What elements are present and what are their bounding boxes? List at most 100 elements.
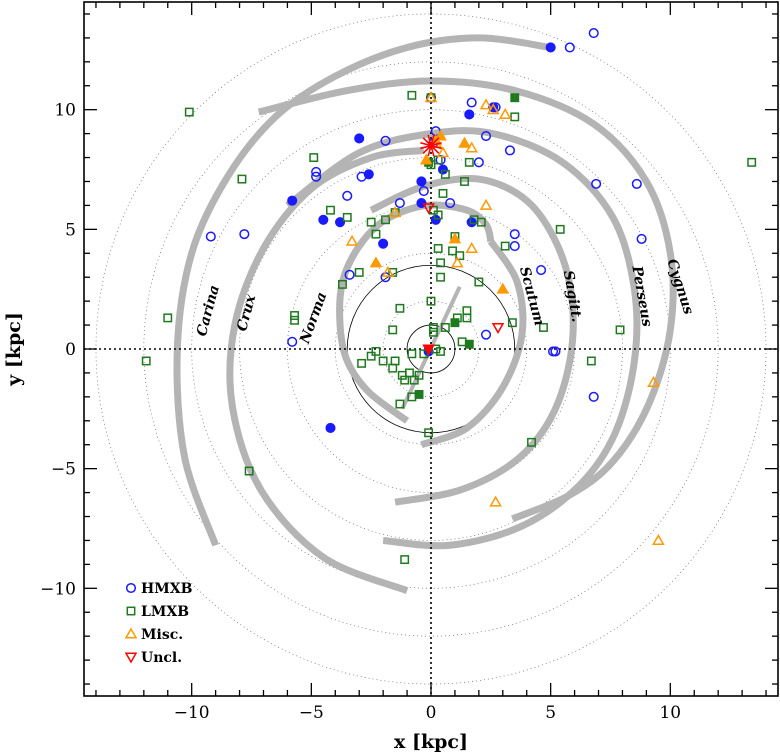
arm-carina [173,34,552,547]
lmxb-point [507,318,517,328]
x-tick-label: 0 [426,703,437,723]
lmxb-point [436,258,446,268]
sun-marker [420,134,442,157]
hmxb-point-filled [464,109,475,120]
lmxb-point [338,279,347,289]
lmxb-point [405,368,414,378]
hmxb-point [287,336,298,347]
lmxb-point [457,337,467,347]
dotted-circle-r8 [239,157,623,541]
hmxb-point [239,229,250,240]
misc-point [465,241,478,253]
lmxb-point [424,428,434,438]
hmxb-point-filled [466,217,477,228]
misc-point [424,91,438,103]
hmxb-point [536,264,547,276]
hmxb-point-filled [335,217,346,228]
y-tick-label: 0 [65,340,76,360]
arm-scutum [420,239,527,449]
misc-point [479,198,493,210]
misc-point [489,495,502,507]
lmxb-point [586,356,596,366]
hmxb-point [473,157,484,168]
hmxb-point-filled [437,164,449,175]
hmxb-point [380,135,391,146]
lmxb-point-filled [510,93,520,103]
lmxb-point [460,177,469,186]
lmxb-point [409,375,419,385]
lmxb-point [539,323,548,332]
x-tick-label: 10 [659,703,681,723]
lmxb-point [555,224,565,234]
y-tick-label: 10 [54,101,76,121]
arm-label-carina: Carina [194,283,223,338]
lmxb-point [407,90,417,100]
dotted-circle-r12 [143,61,719,637]
hmxb-point [205,231,216,242]
arm-cygnus [257,77,677,523]
lmxb-point [407,349,417,359]
arm-label-norma: Norma [297,290,331,347]
misc-point [345,234,359,246]
misc-point [647,375,660,388]
hmxb-point-filled [318,214,329,225]
lmxb-point [455,251,465,261]
lmxb-point [474,277,484,287]
lmxb-point [436,346,446,356]
legend-marker-hmxb [125,582,137,594]
hmxb-point-filled [378,238,389,249]
arm-sagitt [369,174,577,506]
lmxb-point [141,356,151,366]
lmxb-point-filled [450,318,460,328]
legend: HMXB LMXB Misc. Uncl. [124,581,193,666]
lmxb-point [615,325,625,335]
source-markers [141,28,757,565]
arm-norma [336,201,495,424]
misc-point [436,146,450,158]
hmxb-point-filled [287,195,298,206]
lmxb-point [464,157,474,167]
y-axis-label: y [kpc] [3,312,25,387]
sun-ray [420,141,442,150]
hmxb-point [480,329,492,340]
lmxb-point [378,356,388,366]
misc-point-filled [419,153,433,165]
misc-point [388,206,402,218]
hmxb-point-filled [354,133,365,144]
lmxb-point [388,363,398,373]
misc-point [498,107,512,119]
hmxb-point [466,97,477,108]
legend-label-lmxb: LMXB [141,604,189,620]
hmxb-point [588,28,599,39]
lmxb-point [462,306,472,316]
hmxb-point [636,233,647,244]
legend-marker-misc [124,627,138,639]
lmxb-point [440,169,450,179]
arm-label-cygnus: Cygnus [663,257,696,317]
misc-point [451,256,464,268]
lmxb-point [244,466,254,476]
legend-marker-uncl [124,652,138,664]
lmxb-point [462,313,472,323]
hmxb-point [394,197,405,209]
misc-point [381,265,395,277]
lmxb-point [309,153,319,163]
lmxb-point [428,327,438,337]
hmxb-point [311,166,322,177]
lmxb-point [400,375,410,385]
misc-point-filled [496,282,510,294]
misc-point-filled [369,256,383,268]
hmxb-point [344,269,355,280]
hmxb-point [504,145,516,156]
lmxb-point [390,356,400,366]
lmxb-point [184,107,194,117]
lmxb-point [419,349,429,359]
misc-point [479,98,493,110]
series-hmxb [205,28,647,434]
hmxb-point [418,186,429,197]
x-axis-label: x [kpc] [394,731,468,752]
misc-point [486,103,500,115]
x-tick-label: −5 [299,703,324,723]
hmxb-point [588,391,599,402]
